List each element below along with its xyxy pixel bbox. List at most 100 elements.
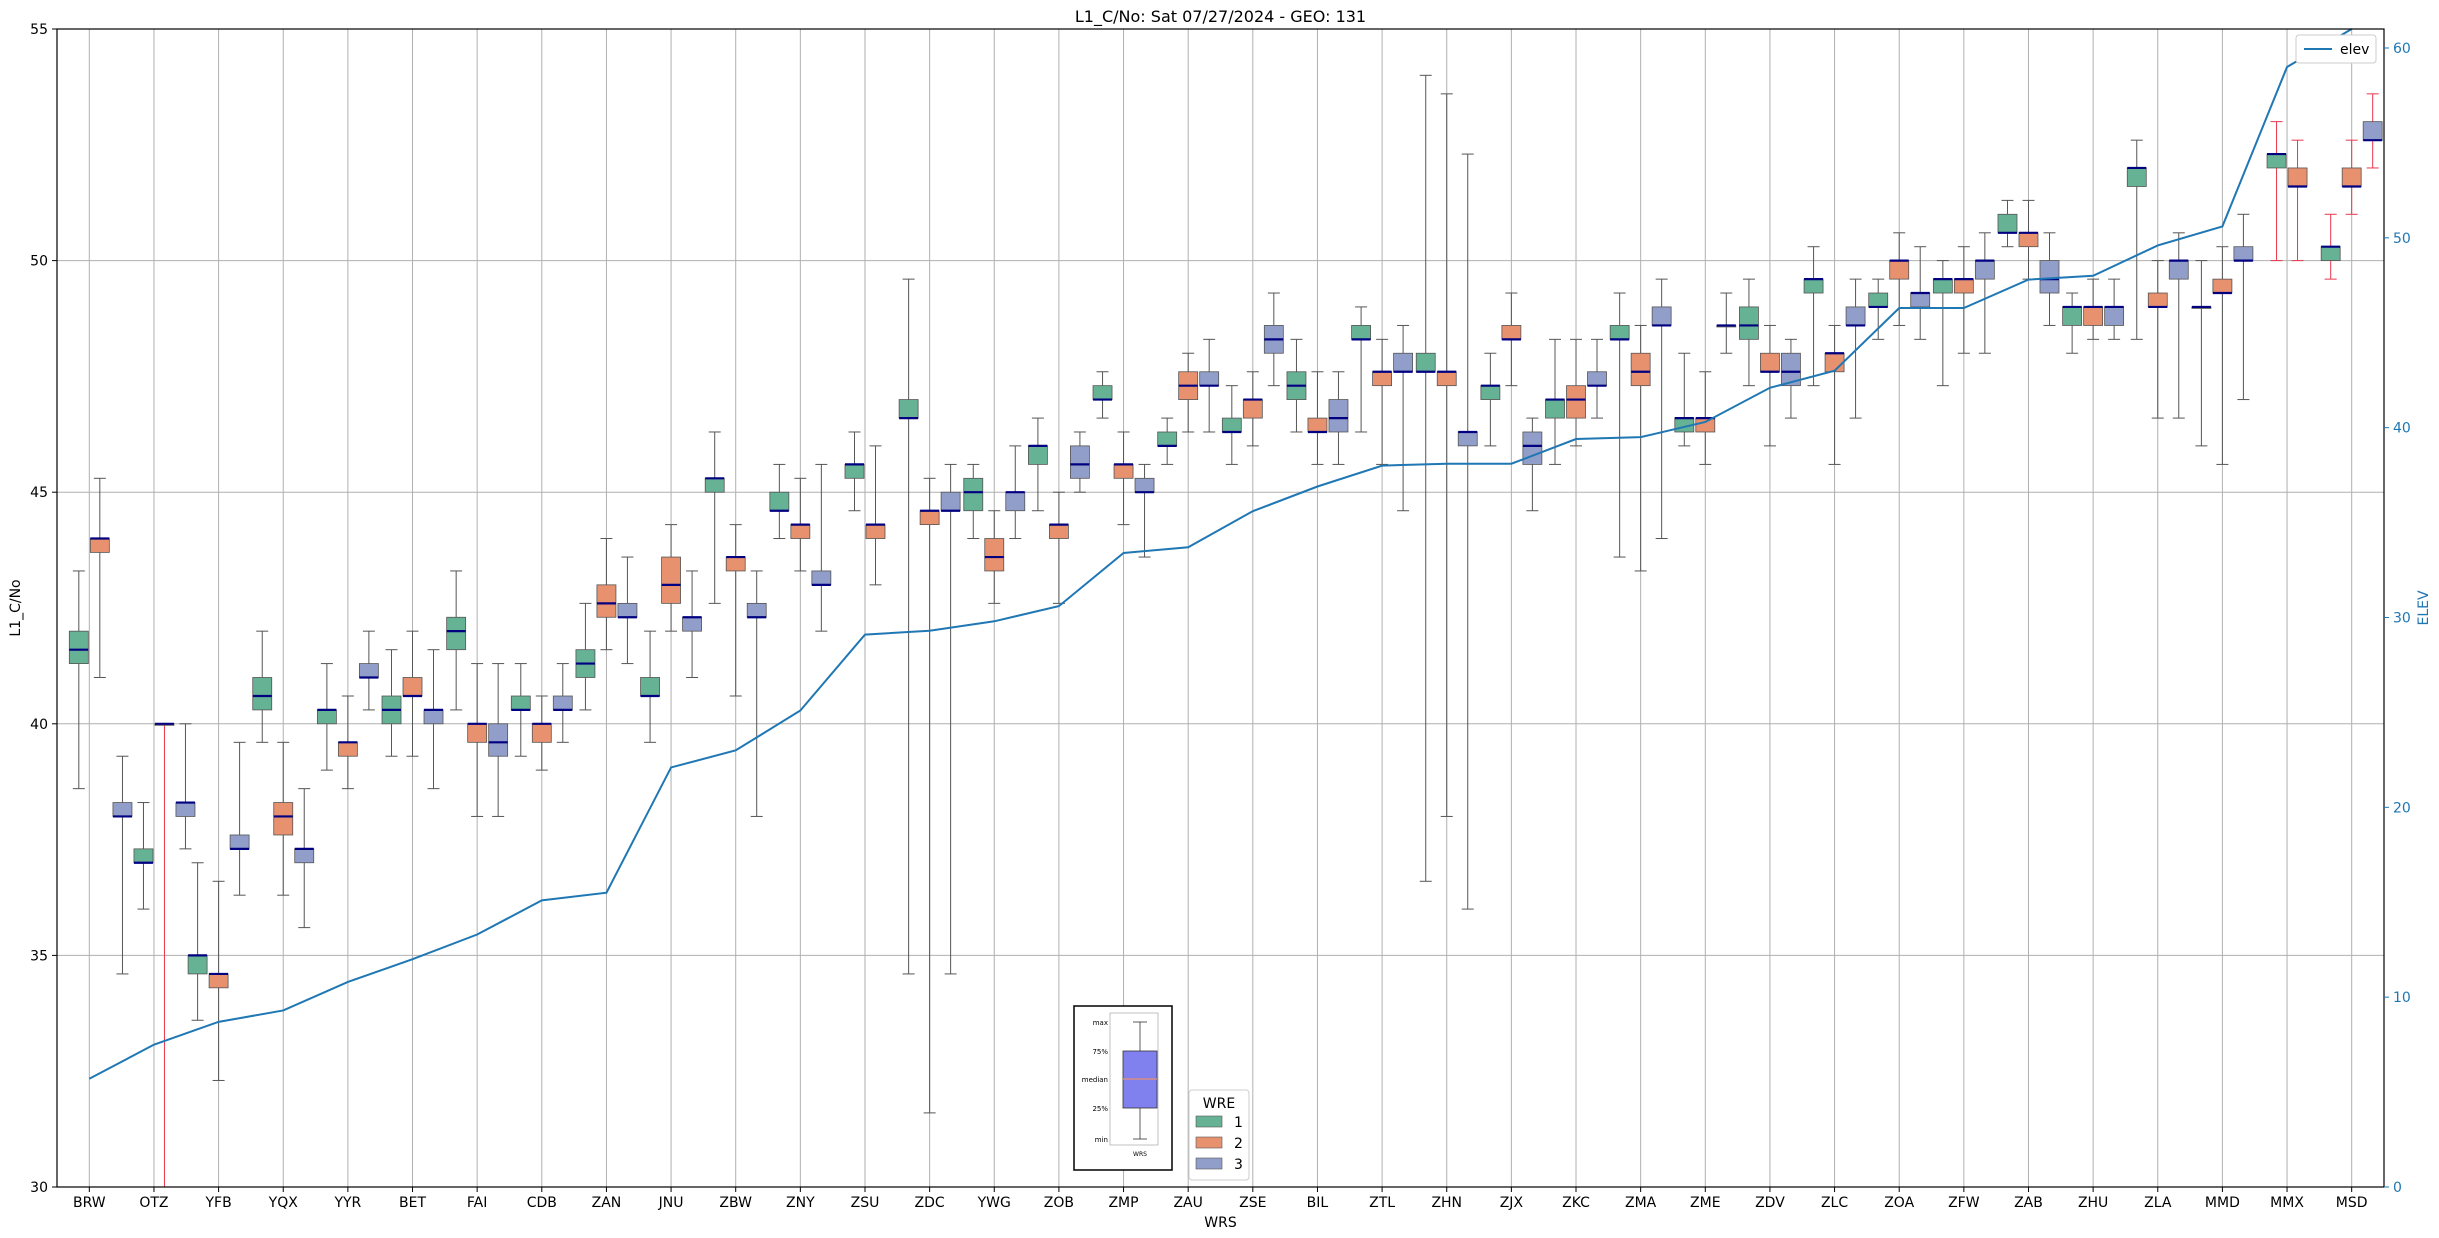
box-wre-1 <box>769 491 790 512</box>
box-wre-2 <box>661 556 681 604</box>
box-wre-1 <box>898 399 919 419</box>
box-wre-2 <box>2287 167 2308 187</box>
x-tick-label: YWG <box>977 1195 1011 1211</box>
right-y-tick-label: 60 <box>2393 41 2411 57</box>
y-tick-label: 45 <box>30 485 48 501</box>
y-tick-label: 35 <box>30 948 48 964</box>
box-wre-3 <box>488 723 509 757</box>
box-wre-3 <box>552 695 573 711</box>
x-tick-label: MMX <box>2270 1195 2304 1211</box>
inset-x-label: WRS <box>1133 1151 1147 1158</box>
x-tick-label: ZLA <box>2144 1195 2172 1211</box>
inset-label: min <box>1095 1136 1108 1144</box>
x-tick-label: MMD <box>2205 1195 2240 1211</box>
box-wre-3 <box>2168 260 2189 280</box>
box-wre-3 <box>1651 306 1672 326</box>
box-wre-2 <box>919 510 940 526</box>
box-wre-3 <box>2233 246 2254 261</box>
x-tick-label: ZSE <box>1239 1195 1266 1211</box>
x-tick-label: JNU <box>658 1195 684 1211</box>
box-wre-3 <box>1005 491 1026 512</box>
x-tick-label: ZDV <box>1755 1195 1785 1211</box>
box-wre-2 <box>2147 292 2168 308</box>
box-wre-1 <box>1480 385 1501 400</box>
right-y-tick-label: 30 <box>2393 610 2411 626</box>
legend-title: WRE <box>1203 1096 1235 1112</box>
chart-title: L1_C/No: Sat 07/27/2024 - GEO: 131 <box>1075 7 1366 27</box>
x-tick-label: ZMP <box>1108 1195 1138 1211</box>
box-wre-2 <box>865 524 886 539</box>
box-wre-3 <box>617 602 638 618</box>
box-plot-boxes <box>68 74 2383 1188</box>
box-wre-3 <box>112 802 133 817</box>
x-tick-label: ZDC <box>915 1195 945 1211</box>
box-wre-3 <box>175 802 196 817</box>
box-wre-1 <box>1609 325 1630 340</box>
box-wre-3 <box>1587 371 1607 387</box>
box-wre-2 <box>1436 371 1457 387</box>
x-tick-label: ZAU <box>1173 1195 1202 1211</box>
box-wre-1 <box>1545 399 1565 419</box>
box-wre-1 <box>1221 417 1242 433</box>
box-wre-2 <box>531 723 552 743</box>
x-tick-label: YQX <box>268 1195 299 1211</box>
box-wre-1 <box>316 709 337 725</box>
inset-label: 75% <box>1092 1048 1108 1056</box>
box-legend-inset: max 75% median 25% min WRS <box>1073 1005 1173 1171</box>
box-wre-1 <box>2266 153 2287 169</box>
legend-label-wre-1: 1 <box>1234 1115 1243 1131</box>
box-wre-1 <box>510 695 531 711</box>
box-wre-2 <box>1049 524 1069 539</box>
box-wre-2 <box>984 538 1005 572</box>
box-wre-2 <box>1307 417 1328 433</box>
box-wre-2 <box>89 538 110 553</box>
box-wre-2 <box>273 802 294 836</box>
box-wre-3 <box>2039 260 2060 294</box>
x-axis-label: WRS <box>1204 1215 1237 1231</box>
box-wre-2 <box>790 524 811 539</box>
y-tick-label: 30 <box>30 1180 48 1196</box>
x-tick-label: ZKC <box>1562 1195 1590 1211</box>
box-wre-2 <box>1630 352 1651 387</box>
plot-frame <box>56 28 2385 1188</box>
right-y-tick-label: 10 <box>2393 990 2411 1006</box>
x-tick-label: OTZ <box>139 1195 168 1211</box>
legend-label-elev: elev <box>2340 42 2369 58</box>
inset-label: max <box>1093 1019 1108 1027</box>
box-wre-1 <box>1932 278 1953 294</box>
box-wre-3 <box>1522 431 1543 465</box>
right-y-axis-label: ELEV <box>2416 590 2432 625</box>
legend-label-wre-3: 3 <box>1234 1157 1243 1173</box>
box-wre-1 <box>133 848 154 864</box>
wre-legend: WRE 1 2 3 <box>1188 1089 1250 1181</box>
y-tick-label: 55 <box>30 22 48 38</box>
grid-lines <box>57 28 2384 1188</box>
x-tick-label: ZOB <box>1044 1195 1074 1211</box>
x-tick-label: ZHU <box>2078 1195 2108 1211</box>
box-wre-2 <box>2341 167 2362 187</box>
box-wre-3 <box>2362 121 2383 141</box>
box-wre-2 <box>1501 325 1522 340</box>
right-y-tick-label: 50 <box>2393 231 2411 247</box>
box-wre-2 <box>467 723 488 743</box>
box-wre-2 <box>725 556 746 572</box>
x-tick-label: YFB <box>204 1195 231 1211</box>
x-tick-label: CDB <box>527 1195 557 1211</box>
box-wre-1 <box>963 477 984 512</box>
elev-line <box>88 28 2353 1080</box>
x-tick-label: ZFW <box>1948 1195 1980 1211</box>
box-wre-2 <box>2018 232 2039 248</box>
box-wre-1 <box>1739 306 1759 340</box>
x-tick-label: ZJX <box>1500 1195 1524 1211</box>
box-wre-3 <box>940 491 961 512</box>
x-tick-label: ZMA <box>1625 1195 1657 1211</box>
box-wre-3 <box>294 848 315 864</box>
box-wre-3 <box>1910 292 1931 308</box>
x-tick-label: ZME <box>1690 1195 1721 1211</box>
box-wre-3 <box>1134 477 1155 493</box>
x-tick-label: ZHN <box>1431 1195 1462 1211</box>
box-wre-2 <box>1372 371 1392 387</box>
x-tick-label: YYR <box>333 1195 361 1211</box>
box-wre-2 <box>596 584 617 618</box>
axes: BRW OTZ YFB YQX YYR BET FAI CDB ZAN JNU ZBW ZNY ZSU Z… <box>30 22 2411 1211</box>
